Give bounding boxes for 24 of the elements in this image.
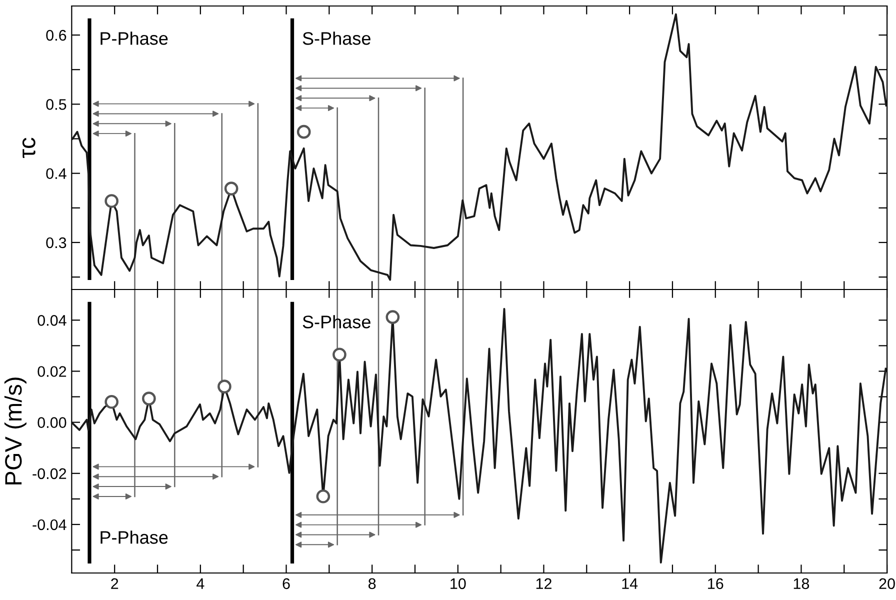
y-axis-title: PGV (m/s) [4, 378, 26, 484]
x-tick-label: 8 [368, 578, 376, 590]
y-tick-label: 0.00 [38, 417, 66, 428]
x-tick-label: 14 [622, 578, 638, 589]
x-tick-label: 10 [450, 578, 466, 590]
y-tick-label: 0.4 [46, 168, 66, 180]
ref-line-label: P-Phase [100, 32, 168, 45]
y-tick-label: -0.04 [32, 519, 66, 530]
x-tick-label: 18 [794, 578, 810, 590]
y-tick-label: 0.6 [46, 30, 66, 41]
ref-line-label: P-Phase [100, 530, 168, 544]
y-tick-label: 0.04 [38, 315, 66, 326]
x-tick-label: 2 [111, 578, 118, 589]
ref-line-label: S-Phase [302, 32, 370, 45]
x-tick-label: 12 [536, 578, 552, 589]
y-axis-title: τc [22, 138, 36, 158]
y-tick-label: 0.3 [46, 237, 66, 248]
x-tick-label: 20 [879, 578, 895, 590]
x-tick-label: 16 [708, 578, 724, 590]
x-tick-label: 4 [196, 578, 204, 589]
y-tick-label: -0.02 [32, 468, 66, 480]
y-tick-label: 0.02 [38, 366, 66, 377]
y-tick-label: 0.5 [46, 99, 66, 110]
x-tick-label: 6 [282, 578, 290, 590]
